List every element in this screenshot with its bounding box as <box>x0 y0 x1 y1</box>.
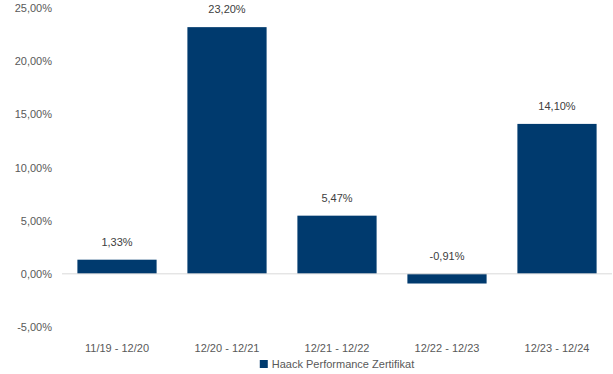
legend: Haack Performance Zertifikat <box>260 358 414 370</box>
y-tick-label: -5,00% <box>17 321 52 333</box>
bar <box>297 216 376 274</box>
y-tick <box>58 114 62 115</box>
x-tick-label: 11/19 - 12/20 <box>85 342 149 354</box>
data-label: 5,47% <box>321 192 352 204</box>
legend-label: Haack Performance Zertifikat <box>272 358 414 370</box>
bar <box>517 124 596 274</box>
y-tick <box>58 8 62 9</box>
y-tick <box>58 327 62 328</box>
bar <box>407 274 486 284</box>
data-label: -0,91% <box>430 250 465 262</box>
chart: -5,00% 0,00% 5,00% 10,00% 15,00% 20,00% 25,00%… <box>0 0 613 374</box>
x-tick-label: 12/21 - 12/22 <box>305 342 370 354</box>
y-tick-label: 25,00% <box>15 2 53 14</box>
x-tick-label: 12/20 - 12/21 <box>195 342 260 354</box>
data-label: 14,10% <box>538 100 576 112</box>
bar <box>187 27 266 274</box>
y-tick-label: 15,00% <box>15 108 53 120</box>
y-tick-label: 20,00% <box>15 55 53 67</box>
data-label: 23,20% <box>208 3 246 15</box>
y-tick <box>58 273 62 274</box>
bar <box>77 260 156 274</box>
bars <box>77 27 596 283</box>
y-tick-label: 0,00% <box>21 268 52 280</box>
y-tick <box>58 220 62 221</box>
data-label: 1,33% <box>101 236 132 248</box>
x-axis-line <box>62 273 612 274</box>
x-tick-label: 12/23 - 12/24 <box>525 342 590 354</box>
x-tick-label: 12/22 - 12/23 <box>415 342 480 354</box>
y-tick <box>58 61 62 62</box>
y-tick <box>58 167 62 168</box>
y-tick-label: 5,00% <box>21 215 52 227</box>
y-tick-label: 10,00% <box>15 162 53 174</box>
legend-swatch <box>260 360 268 368</box>
